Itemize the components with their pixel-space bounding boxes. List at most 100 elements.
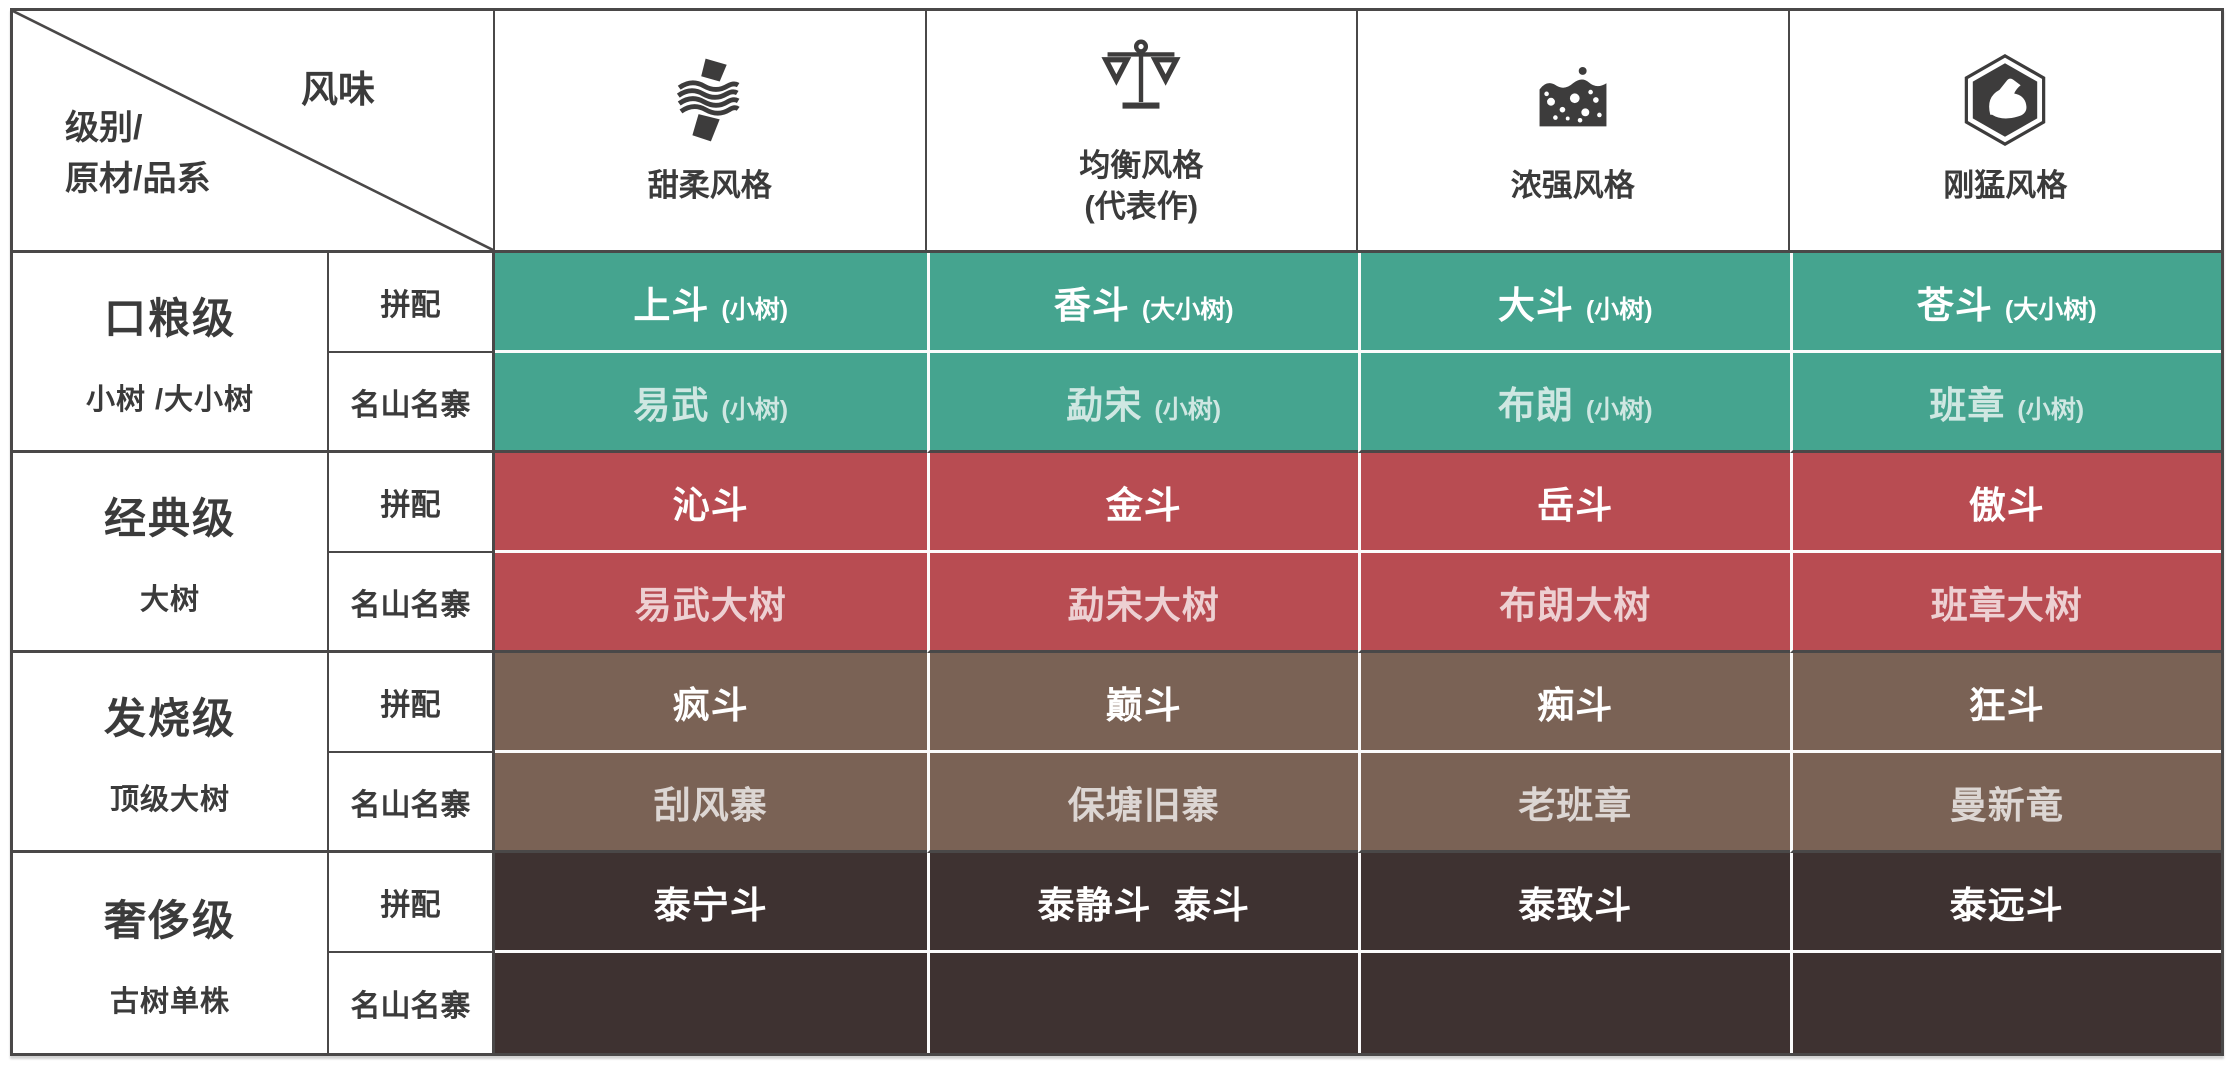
product-note: (大小树) — [2004, 295, 2097, 324]
table-cell: 狂斗 — [1789, 653, 2221, 753]
product-note: (大小树) — [1141, 295, 1234, 324]
table-cell: 傲斗 — [1789, 453, 2221, 553]
table-cell: 勐宋大树 — [926, 553, 1358, 653]
table-cell: 刮风寨 — [495, 753, 927, 853]
table-cell: 老班章 — [1358, 753, 1790, 853]
table-cell: 泰静斗 泰斗 — [926, 853, 1358, 953]
balance-scale-icon — [1089, 34, 1193, 126]
table-cell: 班章 (小树) — [1789, 353, 2221, 453]
product-note: (小树) — [721, 295, 789, 324]
product-name: 刮风寨 — [653, 784, 768, 826]
product-name: 疯斗 — [672, 684, 749, 726]
group-level: 发烧级 — [103, 695, 236, 742]
column-header-label: 甜柔风格 — [648, 166, 772, 206]
row-group-label-classic: 经典级 大树 — [13, 453, 329, 653]
sub-row-label-famous: 名山名寨 — [329, 753, 495, 853]
column-header-sweet: 甜柔风格 — [495, 11, 927, 253]
table-cell: 泰宁斗 — [495, 853, 927, 953]
product-name: 金斗 — [1105, 484, 1182, 526]
table-cell: 岳斗 — [1358, 453, 1790, 553]
table-cell: 疯斗 — [495, 653, 927, 753]
group-level: 奢侈级 — [103, 896, 236, 944]
row-group-label-fever: 发烧级 顶级大树 — [13, 653, 329, 853]
product-name: 泰致斗 — [1518, 884, 1633, 926]
table-cell: 香斗 (大小树) — [926, 253, 1358, 353]
table-cell: 上斗 (小树) — [495, 253, 927, 353]
product-name: 勐宋大树 — [1067, 584, 1220, 626]
product-name: 勐宋 — [1066, 384, 1143, 426]
row-group-label-grain: 口粮级 小树 /大小树 — [13, 253, 329, 453]
product-name: 班章大树 — [1930, 584, 2083, 626]
sub-row-label-famous: 名山名寨 — [329, 953, 495, 1053]
column-header-text: 刚猛风格 — [1943, 168, 2068, 204]
tea-matrix-table: 风味 级别/ 原材/品系 甜柔风格 — [10, 8, 2224, 1056]
sub-row-label-blend: 拼配 — [329, 653, 495, 753]
product-name: 上斗 — [633, 284, 710, 326]
product-note: (小树) — [1585, 295, 1653, 324]
product-name: 泰静斗 泰斗 — [1037, 884, 1251, 926]
product-name: 苍斗 — [1916, 284, 1993, 326]
table-cell-empty — [1358, 953, 1790, 1053]
sub-row-label-blend: 拼配 — [329, 253, 495, 353]
row-group-label-luxury: 奢侈级 古树单株 — [13, 853, 329, 1053]
table-cell: 大斗 (小树) — [1358, 253, 1790, 353]
corner-row-label-line2: 原材/品系 — [65, 160, 211, 198]
product-name: 班章 — [1929, 384, 2006, 426]
product-note: (小树) — [721, 395, 789, 424]
column-header-balanced: 均衡风格 (代表作) — [926, 11, 1358, 253]
table-cell: 泰致斗 — [1358, 853, 1790, 953]
table-cell: 易武大树 — [495, 553, 927, 653]
silk-flow-icon — [666, 54, 754, 146]
product-name: 大斗 — [1497, 284, 1574, 326]
group-material: 顶级大树 — [109, 784, 230, 816]
product-name: 沁斗 — [672, 484, 749, 526]
sub-row-label-blend: 拼配 — [329, 853, 495, 953]
product-name: 老班章 — [1518, 784, 1633, 826]
table-cell-empty — [926, 953, 1358, 1053]
product-name: 傲斗 — [1968, 484, 2045, 526]
group-material: 古树单株 — [109, 985, 230, 1018]
product-name: 香斗 — [1053, 284, 1130, 326]
table-cell: 班章大树 — [1789, 553, 2221, 653]
sub-row-label-famous: 名山名寨 — [329, 553, 495, 653]
product-name: 痴斗 — [1537, 684, 1614, 726]
product-name: 保塘旧寨 — [1067, 784, 1220, 826]
group-material: 小树 /大小树 — [85, 384, 255, 416]
product-name: 泰远斗 — [1949, 884, 2064, 926]
sub-row-label-famous: 名山名寨 — [329, 353, 495, 453]
product-name: 泰宁斗 — [653, 884, 768, 926]
column-header-label: 均衡风格 (代表作) — [1079, 146, 1203, 227]
product-note: (小树) — [1154, 395, 1222, 424]
table-cell: 苍斗 (大小树) — [1789, 253, 2221, 353]
group-material: 大树 — [139, 584, 200, 616]
table-cell: 巅斗 — [926, 653, 1358, 753]
table-cell-empty — [1789, 953, 2221, 1053]
product-name: 曼新竜 — [1949, 784, 2064, 826]
table-cell-empty — [495, 953, 927, 1053]
table-cell: 保塘旧寨 — [926, 753, 1358, 853]
strength-hexagon-icon — [1959, 54, 2051, 147]
table-cell: 勐宋 (小树) — [926, 353, 1358, 453]
diagonal-divider — [13, 11, 493, 250]
table-cell: 布朗 (小树) — [1358, 353, 1790, 453]
column-header-text: 浓强风格 — [1510, 168, 1635, 204]
table-cell: 泰远斗 — [1789, 853, 2221, 953]
column-header-text: 甜柔风格 — [647, 168, 772, 204]
product-name: 岳斗 — [1537, 484, 1614, 526]
sub-row-label-blend: 拼配 — [329, 453, 495, 553]
table-cell: 布朗大树 — [1358, 553, 1790, 653]
column-header-subtext: (代表作) — [1084, 188, 1199, 224]
product-note: (小树) — [1585, 395, 1653, 424]
table-cell: 曼新竜 — [1789, 753, 2221, 853]
product-name: 易武 — [633, 384, 710, 426]
corner-header-cell: 风味 级别/ 原材/品系 — [13, 11, 495, 253]
product-name: 易武大树 — [634, 584, 787, 626]
corner-row-label: 级别/ 原材/品系 — [65, 103, 210, 205]
group-level: 经典级 — [103, 495, 236, 542]
product-name: 狂斗 — [1968, 684, 2045, 726]
table-cell: 金斗 — [926, 453, 1358, 553]
product-name: 巅斗 — [1105, 684, 1182, 726]
table-cell: 沁斗 — [495, 453, 927, 553]
column-header-label: 刚猛风格 — [1943, 166, 2067, 206]
column-header-text: 均衡风格 — [1079, 148, 1204, 184]
